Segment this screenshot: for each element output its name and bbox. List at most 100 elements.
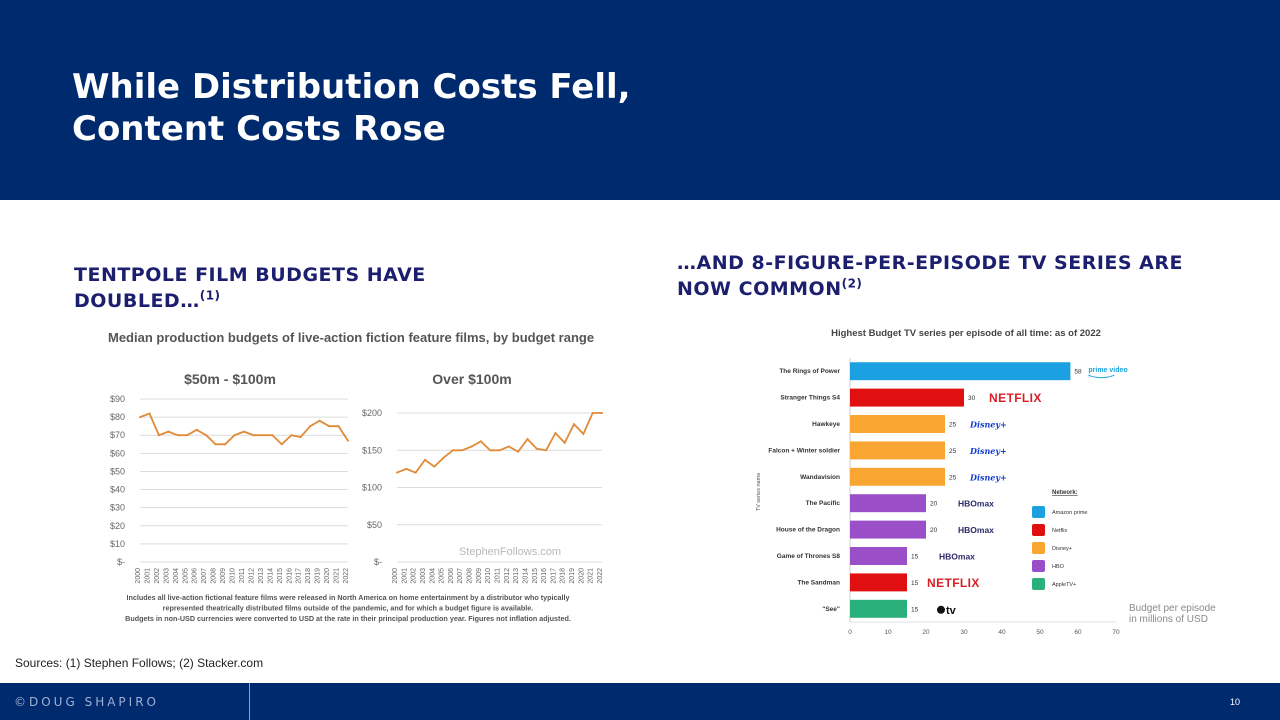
bar-value-label: 25 <box>949 474 957 481</box>
bar-value-label: 20 <box>930 501 938 508</box>
data-point <box>299 436 302 439</box>
x-tick-label: 2011 <box>495 568 502 583</box>
data-point <box>328 425 331 428</box>
x-tick-label: 2006 <box>192 568 199 584</box>
bar <box>850 520 926 539</box>
x-tick-label: 2019 <box>569 568 576 584</box>
data-point <box>498 449 501 452</box>
x-tick-label: 2009 <box>220 568 227 584</box>
y-tick-label: $50 <box>367 520 382 530</box>
legend-label: AppleTV+ <box>1052 582 1076 588</box>
data-point <box>405 467 408 470</box>
bar <box>850 547 907 565</box>
data-point <box>205 434 208 437</box>
legend-label: Amazon prime <box>1052 510 1087 516</box>
x-tick-label: 2003 <box>420 568 427 584</box>
x-tick-label: 2005 <box>439 568 446 584</box>
data-point <box>318 419 321 422</box>
category-label: Hawkeye <box>812 421 840 428</box>
data-point <box>252 434 255 437</box>
data-point <box>148 412 151 415</box>
panel-subtitle: Over $100m <box>432 371 511 387</box>
data-point <box>290 434 293 437</box>
y-tick-label: $10 <box>110 539 125 549</box>
data-point <box>582 432 585 435</box>
legend-swatch <box>1032 506 1045 518</box>
tv-chart-title: Highest Budget TV series per episode of … <box>831 328 1101 339</box>
data-point <box>526 438 529 441</box>
x-tick-label: 2015 <box>532 568 539 584</box>
data-point <box>233 434 236 437</box>
bar <box>850 467 945 486</box>
x-tick-label: 2008 <box>211 568 218 584</box>
x-tick-label: 2018 <box>305 568 312 584</box>
bar <box>850 494 926 513</box>
header-band <box>0 0 1280 200</box>
film-chart-title: Median production budgets of live-action… <box>108 330 594 345</box>
data-point <box>573 423 576 426</box>
data-point <box>489 449 492 452</box>
x-tick-label: 2003 <box>163 568 170 584</box>
footer-divider <box>249 683 250 720</box>
legend-label: Netflix <box>1052 528 1068 534</box>
x-tick-label: 60 <box>1074 629 1082 636</box>
bar-value-label: 25 <box>949 448 957 455</box>
disney-plus-logo: Disney+ <box>969 420 1007 430</box>
bar-value-label: 30 <box>968 395 976 402</box>
film-budgets-heading: TENTPOLE FILM BUDGETS HAVE DOUBLED…(1) <box>74 262 494 314</box>
prime-video-logo: prime video <box>1088 367 1127 374</box>
category-label: House of the Dragon <box>776 527 840 534</box>
hbo-max-logo: HBOmax <box>939 552 975 562</box>
data-point <box>461 449 464 452</box>
bar <box>850 388 964 407</box>
data-point <box>396 471 398 474</box>
x-tick-label: 2010 <box>485 568 492 584</box>
apple-icon <box>937 605 945 614</box>
x-tick-label: 2002 <box>411 568 418 584</box>
bar-value-label: 25 <box>949 422 957 429</box>
data-point <box>176 434 179 437</box>
sources-note: Sources: (1) Stephen Follows; (2) Stacke… <box>15 656 264 670</box>
x-tick-label: 2007 <box>201 568 208 584</box>
x-tick-label: 2001 <box>144 568 151 584</box>
x-tick-label: 2009 <box>476 568 483 584</box>
disney-plus-logo: Disney+ <box>969 472 1007 482</box>
category-label: Wandavision <box>800 474 840 481</box>
chart-caption-line: Budgets in non-USD currencies were conve… <box>125 614 571 623</box>
x-tick-label: 2021 <box>334 568 341 584</box>
x-tick-label: 2008 <box>467 568 474 584</box>
x-tick-label: 2012 <box>248 568 255 584</box>
y-tick-label: $- <box>117 557 125 567</box>
panel-subtitle: $50m - $100m <box>184 371 276 387</box>
category-label: Stranger Things S4 <box>780 395 840 402</box>
netflix-logo: NETFLIX <box>989 391 1042 405</box>
x-tick-label: 2004 <box>429 568 436 584</box>
data-point <box>423 458 426 461</box>
x-tick-label: 50 <box>1036 629 1044 636</box>
x-tick-label: 70 <box>1112 629 1120 636</box>
x-tick-label: 2005 <box>182 568 189 584</box>
footnote-marker-2: (2) <box>841 276 863 291</box>
x-tick-label: 2015 <box>277 568 284 584</box>
y-tick-label: $60 <box>110 448 125 458</box>
y-tick-label: $200 <box>362 408 382 418</box>
data-point <box>309 425 312 428</box>
slide-title-line-2: Content Costs Rose <box>72 109 446 149</box>
x-tick-label: 0 <box>848 629 852 636</box>
x-tick-label: 2022 <box>597 568 604 584</box>
bar-value-label: 15 <box>911 580 919 587</box>
y-tick-label: $40 <box>110 485 125 495</box>
x-tick-label: 2000 <box>392 568 399 584</box>
data-point <box>224 443 227 446</box>
tv-budget-chart: Highest Budget TV series per episode of … <box>756 328 1128 636</box>
bar-value-label: 15 <box>911 606 919 613</box>
x-tick-label: 2016 <box>286 568 293 584</box>
x-tick-label: 2011 <box>239 568 246 583</box>
x-tick-label: 2019 <box>315 568 322 584</box>
data-point <box>470 445 473 448</box>
data-point <box>517 450 520 453</box>
data-point <box>507 445 510 448</box>
data-point <box>167 430 170 433</box>
apple-tv-logo: tv <box>946 605 957 617</box>
data-point <box>337 425 340 428</box>
